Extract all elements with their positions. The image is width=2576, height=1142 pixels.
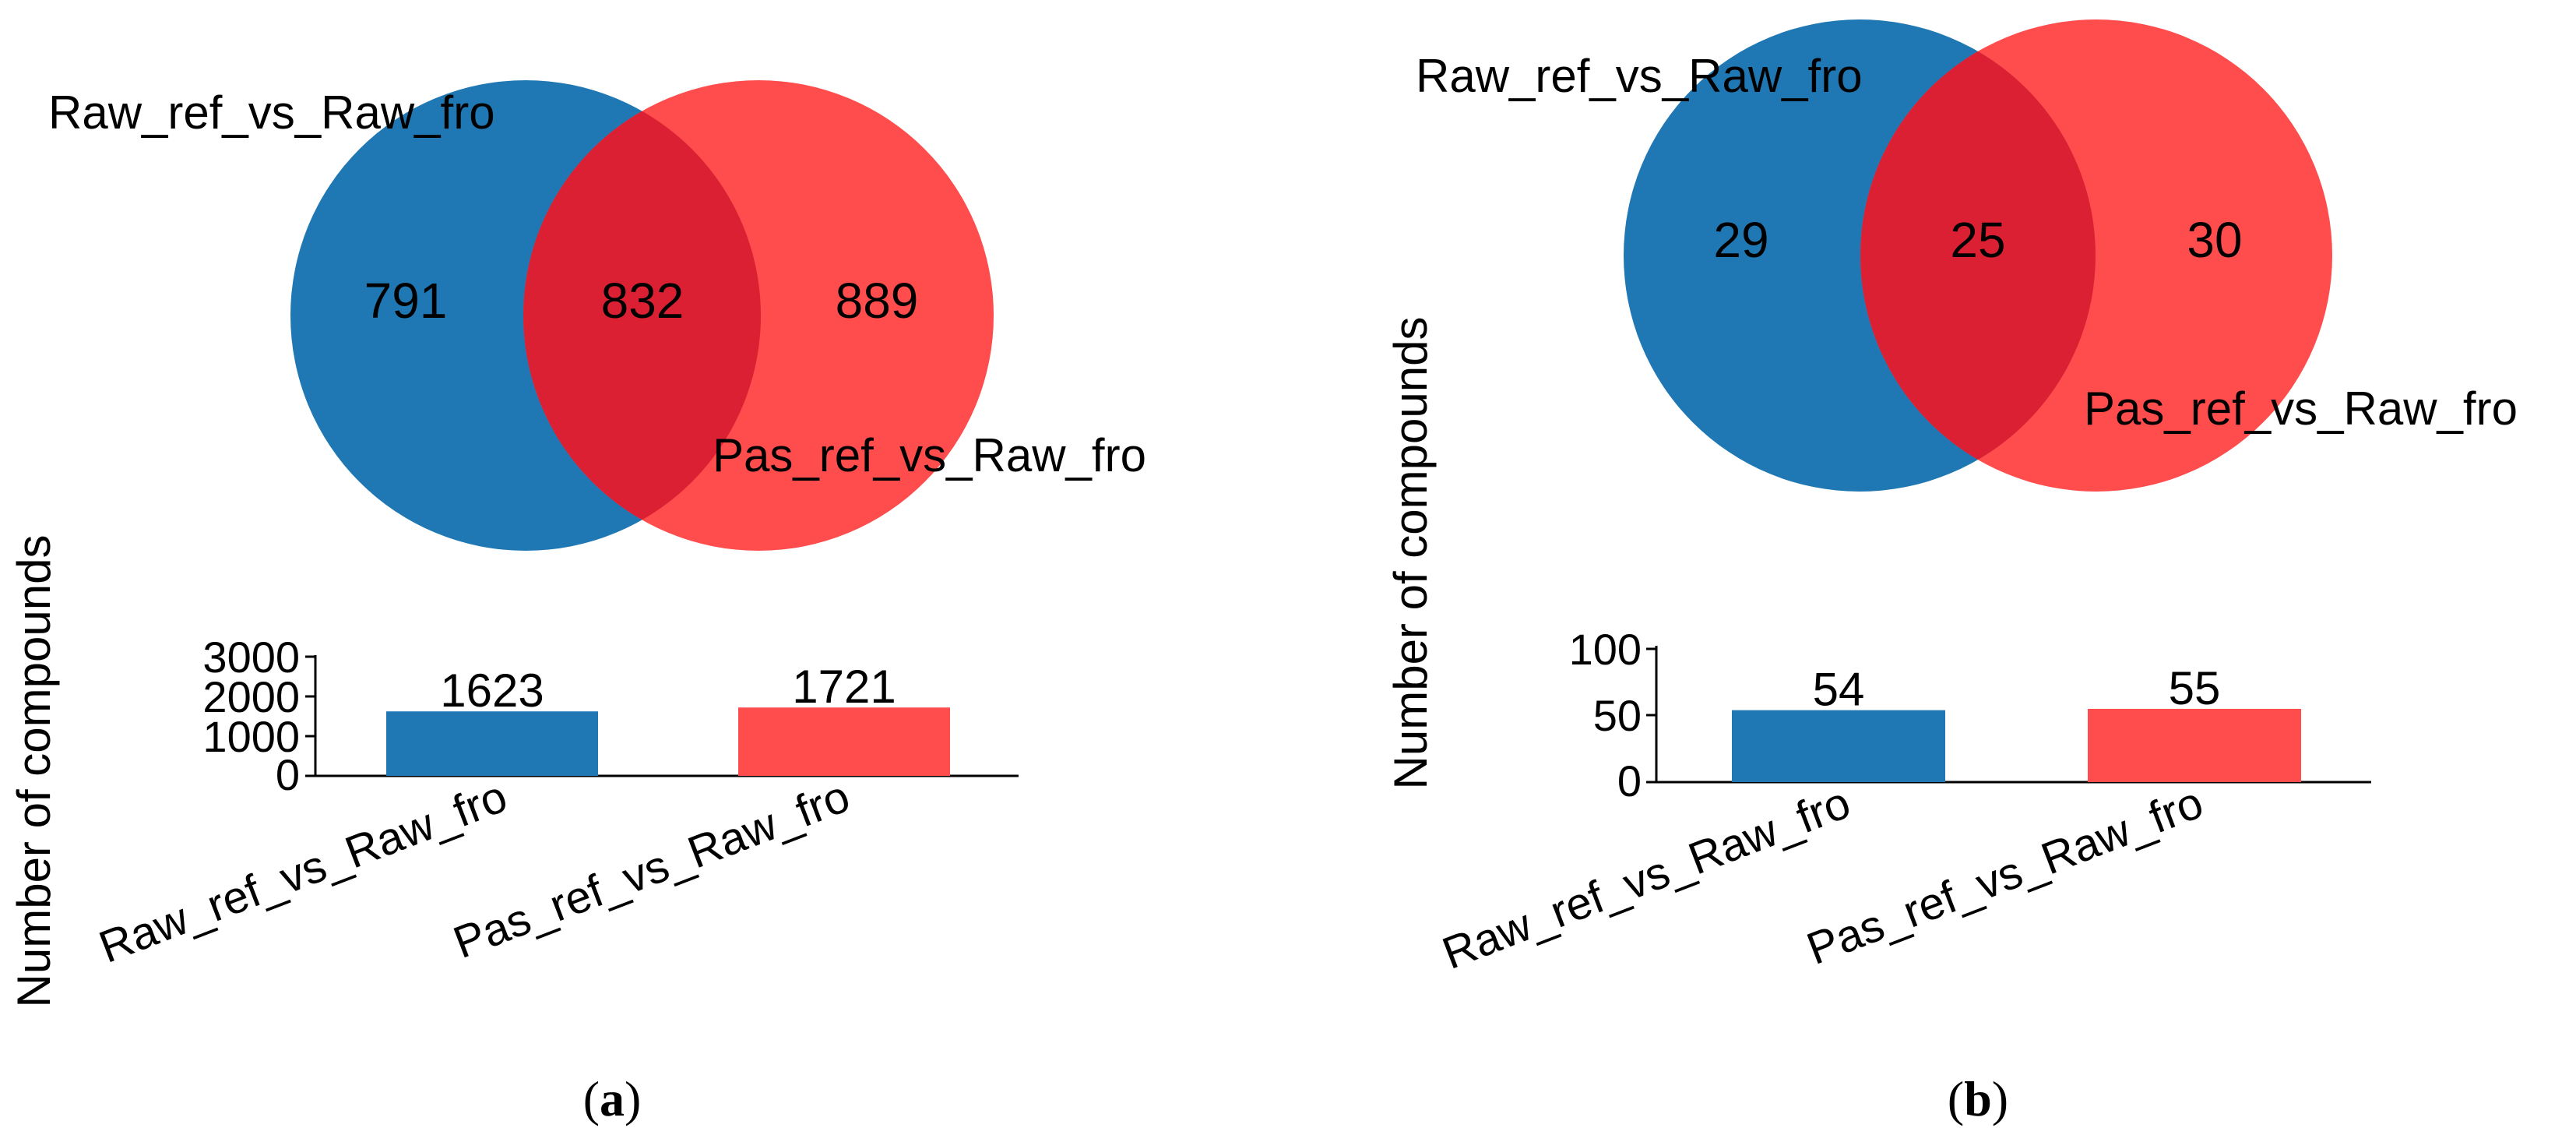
panel-a: Raw_ref_vs_Raw_fro Pas_ref_vs_Raw_fro 79… xyxy=(8,80,1146,1126)
bar-a-data-label-0: 1623 xyxy=(440,664,544,717)
venn-a-left-only-count: 791 xyxy=(364,273,448,329)
bar-a-ytick-label-1000: 1000 xyxy=(202,712,300,761)
bar-a-ytick-label-0: 0 xyxy=(276,750,300,799)
caption-b-letter: b xyxy=(1964,1071,1992,1126)
caption-b: (b) xyxy=(1948,1071,2008,1126)
bar-a-xtick-label-1: Pas_ref_vs_Raw_fro xyxy=(447,770,857,968)
bar-b-ytick-label-0: 0 xyxy=(1617,756,1642,805)
caption-a: (a) xyxy=(583,1071,642,1126)
bar-b-xtick-label-1: Pas_ref_vs_Raw_fro xyxy=(1800,777,2210,975)
bar-b-raw-ref-vs-raw-fro xyxy=(1732,710,1945,782)
venn-b-right-only-count: 30 xyxy=(2187,212,2242,268)
venn-a-right-only-count: 889 xyxy=(836,273,919,329)
venn-b-intersection-count: 25 xyxy=(1950,212,2005,268)
bar-b-xtick-label-0: Raw_ref_vs_Raw_fro xyxy=(1436,777,1857,978)
bar-a-y-axis-label: Number of compounds xyxy=(8,535,60,1008)
bar-b-data-label-0: 54 xyxy=(1813,664,1865,716)
bar-chart-a: Number of compounds 3000 2000 1000 0 162… xyxy=(8,535,1019,1008)
venn-a-intersection-count: 832 xyxy=(601,273,684,329)
venn-a: Raw_ref_vs_Raw_fro Pas_ref_vs_Raw_fro 79… xyxy=(48,80,1146,551)
bar-b-pas-ref-vs-raw-fro xyxy=(2088,708,2301,782)
venn-a-overlap xyxy=(523,111,761,520)
venn-a-left-set-label: Raw_ref_vs_Raw_fro xyxy=(48,86,495,139)
bar-b-ytick-label-50: 50 xyxy=(1593,691,1642,740)
venn-b-left-only-count: 29 xyxy=(1713,212,1768,268)
bar-a-ytick-label-2000: 2000 xyxy=(202,672,300,721)
bar-a-ytick-label-3000: 3000 xyxy=(202,633,300,682)
bar-a-xtick-label-0: Raw_ref_vs_Raw_fro xyxy=(93,770,514,972)
bar-a-raw-ref-vs-raw-fro xyxy=(386,711,598,776)
bar-a-data-label-1: 1721 xyxy=(792,661,896,713)
caption-a-letter: a xyxy=(600,1071,625,1126)
venn-b-overlap xyxy=(1860,51,2096,460)
bar-b-ytick-label-100: 100 xyxy=(1569,625,1642,674)
bar-b-data-label-1: 55 xyxy=(2169,662,2221,714)
venn-a-right-set-label: Pas_ref_vs_Raw_fro xyxy=(713,429,1146,481)
venn-b: Raw_ref_vs_Raw_fro Pas_ref_vs_Raw_fro 29… xyxy=(1416,19,2518,492)
venn-b-left-set-label: Raw_ref_vs_Raw_fro xyxy=(1416,50,1863,102)
bar-a-pas-ref-vs-raw-fro xyxy=(738,707,950,776)
panel-b: Raw_ref_vs_Raw_fro Pas_ref_vs_Raw_fro 29… xyxy=(1385,19,2518,1126)
venn-b-right-set-label: Pas_ref_vs_Raw_fro xyxy=(2084,382,2518,435)
bar-b-y-axis-label: Number of compounds xyxy=(1385,317,1437,790)
